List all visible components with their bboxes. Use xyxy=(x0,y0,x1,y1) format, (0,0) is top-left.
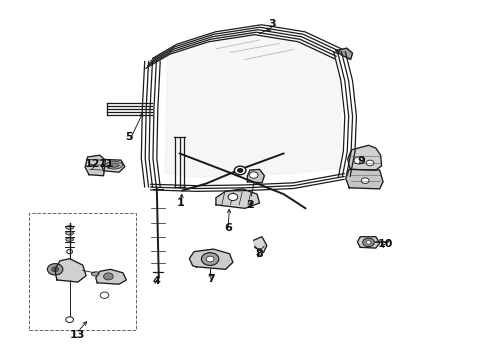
Text: 3: 3 xyxy=(268,19,275,29)
Circle shape xyxy=(238,168,243,172)
Circle shape xyxy=(48,264,63,275)
Circle shape xyxy=(354,157,364,164)
Polygon shape xyxy=(165,33,342,177)
Text: 8: 8 xyxy=(256,249,264,260)
Polygon shape xyxy=(357,237,380,248)
Text: 5: 5 xyxy=(125,132,133,143)
Polygon shape xyxy=(101,159,125,172)
Circle shape xyxy=(66,317,74,323)
Polygon shape xyxy=(85,155,105,176)
Circle shape xyxy=(206,256,214,262)
Polygon shape xyxy=(189,249,233,269)
Bar xyxy=(29,213,136,329)
Circle shape xyxy=(52,267,58,272)
Ellipse shape xyxy=(66,226,74,229)
Ellipse shape xyxy=(66,231,74,235)
Circle shape xyxy=(228,193,238,201)
Ellipse shape xyxy=(66,238,74,241)
Polygon shape xyxy=(348,145,382,170)
Circle shape xyxy=(366,240,371,244)
Circle shape xyxy=(201,253,219,265)
Polygon shape xyxy=(96,269,126,284)
Ellipse shape xyxy=(92,272,100,276)
Polygon shape xyxy=(254,237,267,253)
Circle shape xyxy=(249,172,258,178)
Ellipse shape xyxy=(106,161,122,169)
Text: 4: 4 xyxy=(153,276,161,286)
Circle shape xyxy=(100,292,109,298)
Polygon shape xyxy=(247,169,265,183)
Text: 10: 10 xyxy=(378,239,393,249)
Text: 9: 9 xyxy=(357,156,365,166)
Polygon shape xyxy=(346,169,383,189)
Circle shape xyxy=(103,273,113,280)
Polygon shape xyxy=(216,189,260,208)
Text: 11: 11 xyxy=(99,159,115,169)
Text: 6: 6 xyxy=(224,223,232,233)
Circle shape xyxy=(366,160,374,166)
Text: 1: 1 xyxy=(177,198,185,208)
Polygon shape xyxy=(55,259,86,282)
Circle shape xyxy=(234,166,246,175)
Circle shape xyxy=(361,178,369,184)
Text: 7: 7 xyxy=(207,274,215,284)
Polygon shape xyxy=(336,48,352,59)
Ellipse shape xyxy=(109,163,119,167)
Text: 12: 12 xyxy=(85,159,100,169)
Circle shape xyxy=(363,238,374,247)
Text: 13: 13 xyxy=(70,330,86,340)
Text: 2: 2 xyxy=(246,200,254,210)
